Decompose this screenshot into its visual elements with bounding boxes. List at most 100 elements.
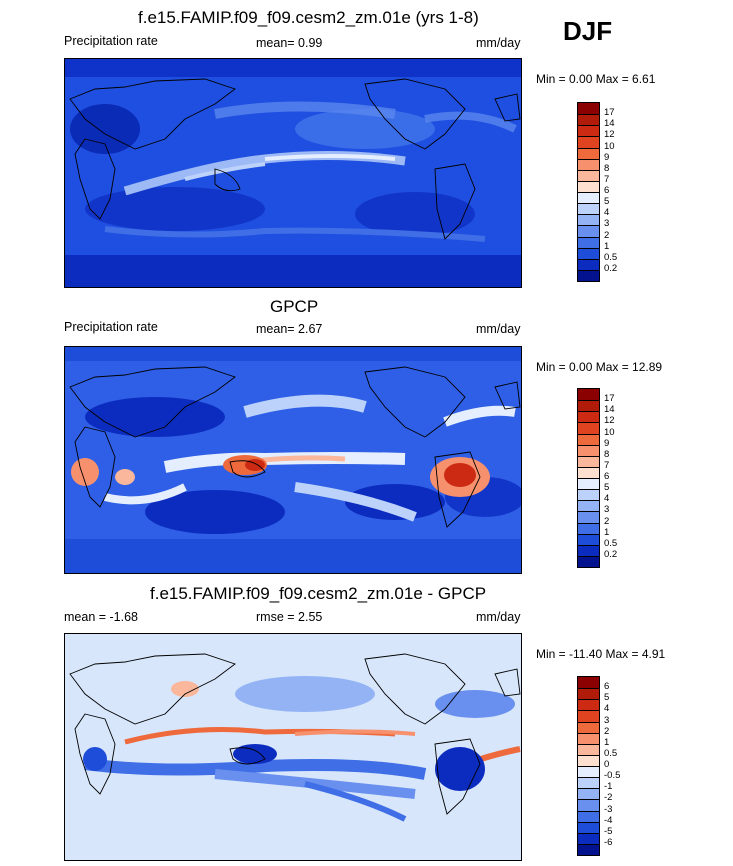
colorbar-segment [578, 766, 599, 778]
panel-3-mean: mean = -1.68 [64, 610, 139, 624]
panel-2-map-graphic [65, 347, 521, 573]
colorbar-tick-label: -5 [604, 825, 613, 837]
colorbar-segment [578, 544, 599, 556]
colorbar-segment [578, 258, 599, 270]
colorbar-segment [578, 400, 599, 412]
colorbar-tick-label: 12 [604, 415, 615, 427]
panel-3-rmse: rmse = 2.55 [256, 610, 323, 624]
colorbar-segment [578, 158, 599, 170]
colorbar-segment [578, 799, 599, 811]
colorbar-tick-label: 9 [604, 151, 610, 163]
colorbar-segment [578, 732, 599, 744]
panel-2-title: GPCP [270, 297, 319, 316]
colorbar-tick-label: -3 [604, 803, 613, 815]
panel-2-colorbar [577, 388, 600, 568]
panel-1-colorbar [577, 102, 600, 282]
colorbar-segment [578, 433, 599, 445]
colorbar-segment [578, 422, 599, 434]
panel-1-mean: mean= 0.99 [256, 36, 323, 50]
panel-1-map-background [65, 59, 521, 287]
colorbar-tick-label: -4 [604, 814, 613, 826]
colorbar-tick-label: 2 [604, 725, 610, 737]
colorbar-segment [578, 203, 599, 215]
colorbar-segment [578, 411, 599, 423]
colorbar-segment [578, 821, 599, 833]
panel-3-map [64, 633, 522, 861]
colorbar-tick-label: 7 [604, 173, 610, 185]
colorbar-segment [578, 489, 599, 501]
colorbar-segment [578, 788, 599, 800]
colorbar-tick-label: 7 [604, 459, 610, 471]
colorbar-tick-label: 4 [604, 493, 610, 505]
colorbar-tick-label: 12 [604, 129, 615, 141]
colorbar-segment [578, 455, 599, 467]
colorbar-tick-label: 14 [604, 404, 615, 416]
colorbar-segment [578, 500, 599, 512]
colorbar-segment [578, 754, 599, 766]
panel-3-colorbar [577, 676, 600, 856]
colorbar-tick-label: 8 [604, 162, 610, 174]
panel-2-map [64, 346, 522, 574]
colorbar-tick-label: 0.2 [604, 262, 618, 274]
panel-3-units: mm/day [476, 610, 521, 624]
colorbar-segment [578, 677, 599, 689]
colorbar-tick-label: 17 [604, 393, 615, 405]
panel-1-map [64, 58, 522, 288]
panel-1-units: mm/day [476, 36, 521, 50]
colorbar-tick-label: 0 [604, 759, 610, 770]
colorbar-tick-label: -0.5 [604, 770, 621, 782]
colorbar-segment [578, 743, 599, 755]
colorbar-tick-label: 14 [604, 118, 615, 130]
panel-1-left-label: Precipitation rate [64, 34, 158, 48]
colorbar-tick-label: 1 [604, 736, 610, 748]
panel-1-title: f.e15.FAMIP.f09_f09.cesm2_zm.01e (yrs 1-… [138, 8, 479, 27]
colorbar-segment [578, 269, 599, 281]
colorbar-tick-label: 5 [604, 482, 610, 494]
colorbar-tick-label: 2 [604, 515, 610, 527]
colorbar-tick-label: -1 [604, 781, 613, 793]
colorbar-segment [578, 699, 599, 711]
colorbar-segment [578, 136, 599, 148]
colorbar-segment [578, 192, 599, 204]
colorbar-segment [578, 843, 599, 855]
colorbar-segment [578, 832, 599, 844]
colorbar-tick-label: 3 [604, 218, 610, 230]
colorbar-segment [578, 721, 599, 733]
panel-1-minmax: Min = 0.00 Max = 6.61 [536, 72, 656, 86]
panel-2-units: mm/day [476, 322, 521, 336]
colorbar-tick-label: 9 [604, 437, 610, 449]
colorbar-tick-label: 0.2 [604, 548, 618, 560]
colorbar-segment [578, 180, 599, 192]
colorbar-tick-label: 3 [604, 714, 610, 726]
colorbar-tick-label: 5 [604, 692, 610, 704]
panel-3-title: f.e15.FAMIP.f09_f09.cesm2_zm.01e - GPCP [150, 584, 487, 603]
colorbar-tick-label: 2 [604, 229, 610, 241]
colorbar-segment [578, 810, 599, 822]
colorbar-tick-label: 17 [604, 107, 615, 119]
colorbar-tick-label: 0.5 [604, 537, 618, 549]
panel-2-left-label: Precipitation rate [64, 320, 158, 334]
colorbar-tick-label: 0.5 [604, 251, 618, 263]
colorbar-tick-label: -2 [604, 792, 613, 804]
colorbar-tick-label: 4 [604, 703, 610, 715]
colorbar-tick-label: 1 [604, 240, 610, 252]
colorbar-tick-label: 10 [604, 426, 615, 438]
colorbar-segment [578, 114, 599, 126]
colorbar-segment [578, 522, 599, 534]
colorbar-segment [578, 236, 599, 248]
panel-2-minmax: Min = 0.00 Max = 12.89 [536, 360, 663, 374]
colorbar-segment [578, 247, 599, 259]
season-label: DJF [563, 16, 613, 46]
colorbar-segment [578, 147, 599, 159]
colorbar-tick-label: 1 [604, 526, 610, 538]
colorbar-tick-label: 3 [604, 504, 610, 516]
colorbar-segment [578, 710, 599, 722]
colorbar-tick-label: 10 [604, 140, 615, 152]
colorbar-segment [578, 225, 599, 237]
colorbar-segment [578, 466, 599, 478]
colorbar-segment [578, 533, 599, 545]
colorbar-tick-label: 4 [604, 207, 610, 219]
colorbar-segment [578, 777, 599, 789]
colorbar-segment [578, 511, 599, 523]
colorbar-tick-label: 8 [604, 448, 610, 460]
